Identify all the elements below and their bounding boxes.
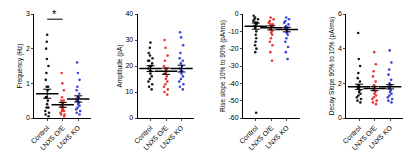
svg-text:Control: Control: [29, 124, 50, 145]
svg-text:-40: -40: [228, 80, 238, 87]
svg-text:6: 6: [338, 10, 342, 17]
svg-text:*: *: [52, 8, 57, 20]
svg-text:Decay Slope 90% to 10% (pA/ms): Decay Slope 90% to 10% (pA/ms): [328, 17, 336, 115]
svg-text:LNX5 O/E: LNX5 O/E: [39, 124, 66, 151]
svg-text:Rise slope 10% to 90% (pA/ms): Rise slope 10% to 90% (pA/ms): [219, 20, 227, 112]
svg-text:3: 3: [26, 10, 30, 17]
svg-text:-50: -50: [228, 97, 238, 104]
svg-text:0: 0: [129, 114, 133, 121]
svg-text:LNX5 O/E: LNX5 O/E: [351, 124, 378, 151]
svg-text:30: 30: [125, 36, 133, 43]
svg-text:20: 20: [125, 62, 133, 69]
svg-text:Control: Control: [133, 124, 154, 145]
svg-text:LNX5 O/E: LNX5 O/E: [247, 124, 274, 151]
svg-text:-60: -60: [228, 114, 238, 121]
svg-text:LNX5 KO: LNX5 KO: [367, 124, 393, 150]
svg-text:Control: Control: [238, 124, 259, 145]
svg-text:1: 1: [26, 80, 30, 87]
svg-text:-30: -30: [228, 62, 238, 69]
svg-text:4: 4: [338, 45, 342, 52]
svg-text:LNX5 KO: LNX5 KO: [159, 124, 185, 150]
svg-text:Control: Control: [341, 124, 362, 145]
svg-text:40: 40: [125, 10, 133, 17]
svg-text:2: 2: [26, 45, 30, 52]
svg-text:LNX5 KO: LNX5 KO: [264, 124, 290, 150]
svg-text:Frequency (Hz): Frequency (Hz): [16, 44, 24, 89]
svg-text:LNX5 O/E: LNX5 O/E: [142, 124, 169, 151]
svg-text:Amplitude (pA): Amplitude (pA): [116, 45, 124, 88]
svg-text:10: 10: [125, 88, 133, 95]
svg-text:-20: -20: [228, 45, 238, 52]
svg-text:LNX5 KO: LNX5 KO: [56, 124, 82, 150]
svg-text:0: 0: [26, 114, 30, 121]
svg-text:2: 2: [338, 80, 342, 87]
svg-text:0: 0: [235, 10, 239, 17]
svg-text:-10: -10: [228, 28, 238, 35]
svg-text:0: 0: [338, 114, 342, 121]
